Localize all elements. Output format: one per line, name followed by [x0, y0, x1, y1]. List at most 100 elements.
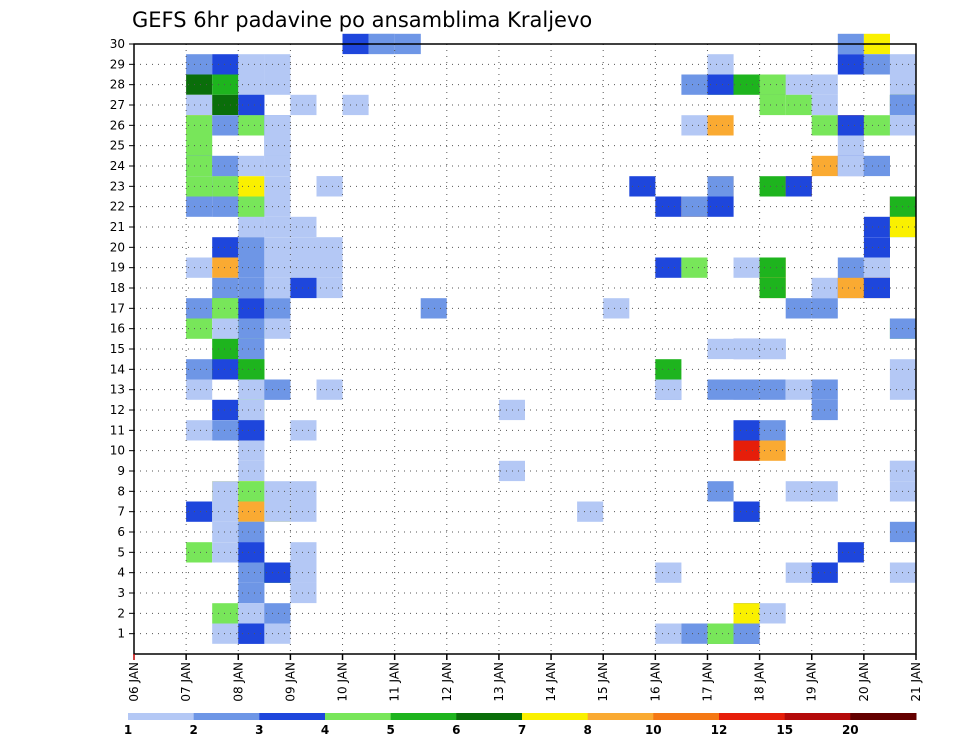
heatmap-cell	[707, 623, 734, 644]
heatmap-cell	[238, 115, 265, 136]
heatmap-cell	[863, 54, 890, 75]
heatmap-cell	[186, 54, 213, 75]
heatmap-cell	[238, 460, 265, 482]
heatmap-cell	[290, 216, 317, 238]
heatmap-cell	[707, 379, 734, 400]
heatmap-cell	[290, 582, 317, 604]
y-tick-label: 9	[117, 464, 125, 478]
heatmap-cell	[212, 257, 239, 278]
y-tick-label: 27	[110, 98, 125, 112]
x-tick-label: 15 JAN	[596, 662, 610, 702]
heatmap-cell	[212, 318, 239, 339]
x-tick-label: 21 JAN	[909, 662, 923, 702]
heatmap-cell	[264, 216, 291, 238]
heatmap-cell	[264, 562, 291, 583]
heatmap-cell	[785, 562, 812, 583]
heatmap-cell	[238, 562, 265, 583]
heatmap-cell	[238, 318, 265, 339]
heatmap-cell	[707, 338, 734, 360]
heatmap-cell	[759, 277, 786, 299]
x-tick-label: 20 JAN	[857, 662, 871, 702]
heatmap-cell	[186, 379, 213, 400]
heatmap-cell	[238, 623, 265, 644]
heatmap-cell	[212, 298, 239, 319]
heatmap-cell	[186, 542, 213, 563]
legend-threshold-label: 8	[584, 723, 592, 737]
x-tick-label: 16 JAN	[648, 662, 662, 702]
heatmap-cell	[707, 176, 734, 197]
legend-swatch	[259, 713, 326, 720]
y-tick-label: 25	[110, 139, 125, 153]
heatmap-cell	[290, 420, 317, 441]
y-tick-label: 10	[110, 444, 125, 458]
heatmap-cell	[238, 603, 265, 624]
legend-threshold-label: 5	[387, 723, 395, 737]
x-tick-label: 17 JAN	[700, 662, 714, 702]
heatmap-cell	[264, 481, 291, 502]
heatmap-cell	[264, 501, 291, 522]
y-tick-label: 6	[117, 525, 125, 539]
legend-swatch	[719, 713, 786, 720]
heatmap-cell	[342, 94, 369, 116]
y-tick-label: 13	[110, 383, 125, 397]
heatmap-cell	[212, 237, 239, 258]
heatmap-cell	[212, 399, 239, 421]
legend-threshold-label: 2	[190, 723, 198, 737]
heatmap-cell	[707, 196, 734, 217]
heatmap-cell	[264, 237, 291, 258]
heatmap-cell	[238, 257, 265, 278]
x-tick-label: 11 JAN	[388, 662, 402, 702]
heatmap-cell	[212, 338, 239, 360]
y-tick-label: 23	[110, 179, 125, 193]
y-tick-label: 29	[110, 57, 125, 71]
heatmap-cell	[238, 481, 265, 502]
heatmap-cell	[707, 54, 734, 75]
heatmap-cell	[759, 94, 786, 116]
heatmap-cell	[238, 298, 265, 319]
chart-title: GEFS 6hr padavine po ansamblima Kraljevo	[132, 8, 592, 32]
heatmap-cell	[290, 237, 317, 258]
x-tick-label: 06 JAN	[127, 662, 141, 702]
heatmap-cell	[186, 420, 213, 441]
heatmap-cell	[212, 94, 239, 116]
heatmap-cell	[498, 460, 525, 482]
heatmap-cell	[707, 115, 734, 136]
heatmap-cell	[785, 94, 812, 116]
x-tick-label: 10 JAN	[336, 662, 350, 702]
heatmap-cell	[238, 94, 265, 116]
heatmap-cell	[238, 521, 265, 543]
heatmap-cell	[863, 155, 890, 177]
heatmap-cell	[186, 359, 213, 380]
x-tick-label: 19 JAN	[805, 662, 819, 702]
heatmap-cell	[837, 54, 864, 75]
heatmap-cell	[212, 623, 239, 644]
legend-swatch	[784, 713, 851, 720]
y-tick-label: 15	[110, 342, 125, 356]
heatmap-cell	[212, 420, 239, 441]
x-tick-label: 09 JAN	[283, 662, 297, 702]
heatmap-cell	[238, 420, 265, 441]
y-tick-label: 1	[117, 627, 125, 641]
heatmap-cell	[238, 277, 265, 299]
heatmap-cell	[837, 135, 864, 156]
y-tick-label: 21	[110, 220, 125, 234]
heatmap-cell	[837, 542, 864, 563]
legend-threshold-label: 20	[842, 723, 859, 737]
heatmap-cell	[290, 277, 317, 299]
heatmap-cell	[186, 155, 213, 177]
heatmap-cell	[681, 257, 708, 278]
legend-swatch	[522, 713, 589, 720]
heatmap-cell	[186, 318, 213, 339]
heatmap-cell	[863, 277, 890, 299]
heatmap-cell	[264, 379, 291, 400]
heatmap-cell	[290, 481, 317, 502]
heatmap-cell	[264, 318, 291, 339]
y-tick-label: 19	[110, 261, 125, 275]
legend-swatch	[193, 713, 260, 720]
heatmap-cell	[264, 298, 291, 319]
heatmap-cell	[186, 135, 213, 156]
legend-threshold-label: 4	[321, 723, 329, 737]
heatmap-cell	[498, 399, 525, 421]
x-tick-label: 07 JAN	[179, 662, 193, 702]
y-tick-label: 7	[117, 505, 125, 519]
